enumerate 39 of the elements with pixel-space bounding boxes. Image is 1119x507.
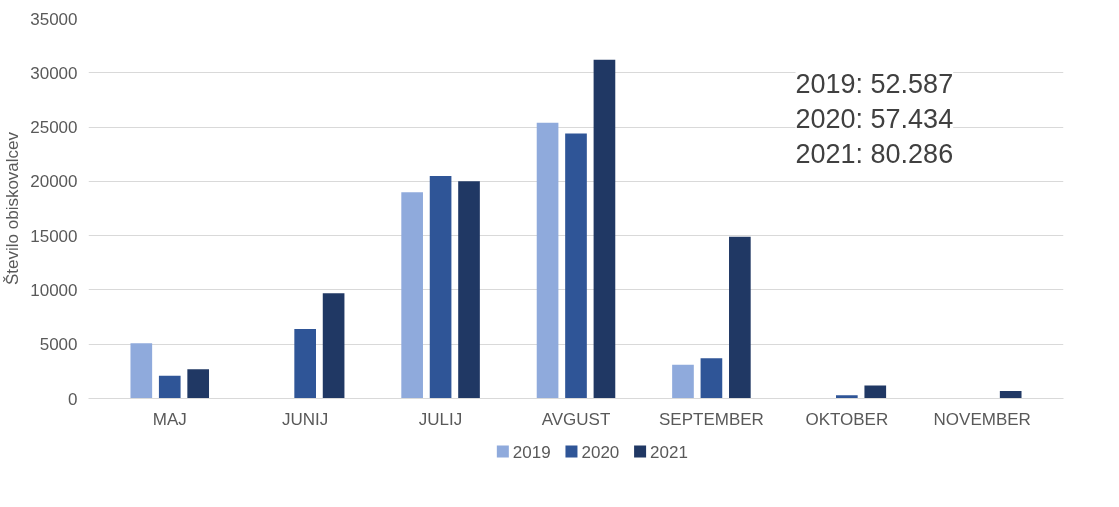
- y-tick-label: 15000: [30, 226, 78, 246]
- bar: [130, 343, 153, 399]
- y-tick-label: 30000: [30, 63, 78, 83]
- bar: [294, 329, 316, 399]
- bar: [401, 192, 423, 399]
- bar: [429, 175, 452, 399]
- x-tick-label: MAJ: [152, 409, 187, 429]
- x-tick-label: SEPTEMBER: [658, 409, 764, 429]
- annotation: 2020: 57.434: [795, 103, 954, 134]
- bar: [836, 395, 858, 399]
- x-tick-label: AVGUST: [541, 409, 611, 429]
- annotation: 2021: 80.286: [795, 138, 954, 169]
- y-tick-label: 0: [68, 389, 78, 409]
- bar: [458, 181, 480, 399]
- x-tick-label: NOVEMBER: [933, 409, 1031, 429]
- legend-label: 2021: [650, 442, 688, 462]
- bar: [672, 364, 694, 399]
- bar: [999, 390, 1022, 399]
- x-tick-label: JULIJ: [418, 409, 463, 429]
- y-axis-title: Število obiskovalcev: [3, 131, 23, 286]
- y-tick-label: 20000: [30, 172, 78, 192]
- bar: [322, 293, 345, 399]
- bar: [593, 59, 616, 399]
- bar: [536, 122, 559, 399]
- legend-label: 2019: [512, 442, 551, 462]
- bar: [158, 375, 181, 399]
- bar: [700, 358, 723, 399]
- bar: [187, 369, 210, 399]
- x-tick-label: OKTOBER: [805, 409, 889, 429]
- bar: [729, 236, 751, 399]
- legend-label: 2020: [581, 442, 620, 462]
- y-tick-label: 5000: [39, 335, 78, 355]
- y-tick-label: 10000: [30, 280, 78, 300]
- bar: [565, 133, 587, 399]
- x-tick-label: JUNIJ: [282, 409, 329, 429]
- bar: [864, 385, 887, 399]
- y-tick-label: 35000: [30, 9, 78, 29]
- annotation: 2019: 52.587: [795, 68, 954, 99]
- y-tick-label: 25000: [30, 118, 78, 138]
